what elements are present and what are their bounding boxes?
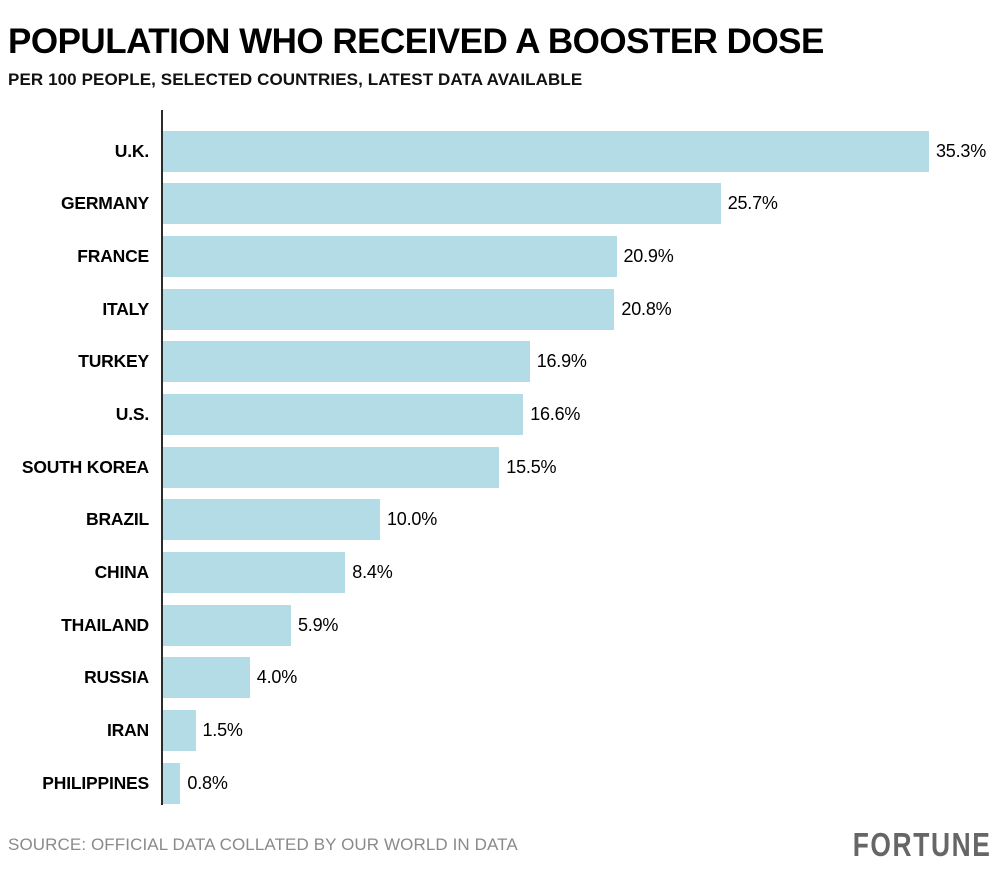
source-note: SOURCE: OFFICIAL DATA COLLATED BY OUR WO… xyxy=(8,835,518,854)
country-label: U.K. xyxy=(114,140,149,161)
country-label: RUSSIA xyxy=(84,667,149,688)
value-label: 16.9% xyxy=(536,351,587,372)
bar xyxy=(163,341,530,383)
bar-row: CHINA 8.4% xyxy=(0,546,1001,599)
bar-row: TURKEY 16.9% xyxy=(0,336,1001,389)
chart-footer: SOURCE: OFFICIAL DATA COLLATED BY OUR WO… xyxy=(0,826,1001,864)
country-label: GERMANY xyxy=(60,193,149,214)
country-label: IRAN xyxy=(107,720,149,741)
y-axis-line xyxy=(161,109,163,805)
country-label: U.S. xyxy=(115,404,149,425)
bar xyxy=(163,446,500,488)
bar xyxy=(163,604,291,646)
bar xyxy=(163,235,617,277)
country-label: ITALY xyxy=(102,298,149,319)
bar xyxy=(163,762,181,804)
country-label: TURKEY xyxy=(78,351,149,372)
bar xyxy=(163,552,346,594)
bar xyxy=(163,394,524,436)
value-label: 1.5% xyxy=(202,720,243,741)
country-label: CHINA xyxy=(94,562,150,583)
bar-row: THAILAND 5.9% xyxy=(0,599,1001,652)
value-label: 8.4% xyxy=(352,562,393,583)
bar xyxy=(163,183,721,225)
bar-row: BRAZIL 10.0% xyxy=(0,494,1001,547)
bar-row: PHILIPPINES 0.8% xyxy=(0,757,1001,810)
bar-row: SOUTH KOREA 15.5% xyxy=(0,441,1001,494)
bar xyxy=(163,499,380,541)
value-label: 4.0% xyxy=(256,667,298,688)
page-title: POPULATION WHO RECEIVED A BOOSTER DOSE xyxy=(8,22,824,61)
value-label: 35.3% xyxy=(936,140,987,161)
value-label: 25.7% xyxy=(727,193,778,214)
bar-row: FRANCE 20.9% xyxy=(0,230,1001,283)
country-label: PHILIPPINES xyxy=(42,772,149,793)
bar xyxy=(163,288,615,330)
country-label: FRANCE xyxy=(77,245,149,266)
value-label: 20.8% xyxy=(621,298,672,319)
fortune-logo: FORTUNE xyxy=(852,826,991,863)
bar xyxy=(163,130,929,172)
value-label: 16.6% xyxy=(530,404,581,425)
bar-row: GERMANY 25.7% xyxy=(0,177,1001,230)
bar-chart: U.K. 35.3% GERMANY 25.7% FRANCE 20.9% ITALY 20.… xyxy=(0,109,1001,810)
country-label: THAILAND xyxy=(61,614,149,635)
value-label: 10.0% xyxy=(387,509,438,530)
bar-row: U.K. 35.3% xyxy=(0,125,1001,178)
bar xyxy=(163,657,250,699)
chart-header: POPULATION WHO RECEIVED A BOOSTER DOSE P… xyxy=(0,0,1001,90)
value-label: 0.8% xyxy=(187,772,228,793)
page-subtitle: PER 100 PEOPLE, SELECTED COUNTRIES, LATE… xyxy=(8,69,583,89)
country-label: BRAZIL xyxy=(86,509,149,530)
value-label: 20.9% xyxy=(623,245,674,266)
country-label: SOUTH KOREA xyxy=(21,456,149,477)
chart-rows: U.K. 35.3% GERMANY 25.7% FRANCE 20.9% ITALY 20.… xyxy=(0,110,1001,810)
bar xyxy=(163,710,196,752)
value-label: 15.5% xyxy=(506,456,557,477)
value-label: 5.9% xyxy=(298,614,339,635)
bar-row: IRAN 1.5% xyxy=(0,704,1001,757)
bar-row: U.S. 16.6% xyxy=(0,388,1001,441)
bar-row: RUSSIA 4.0% xyxy=(0,652,1001,705)
bar-row: ITALY 20.8% xyxy=(0,283,1001,336)
